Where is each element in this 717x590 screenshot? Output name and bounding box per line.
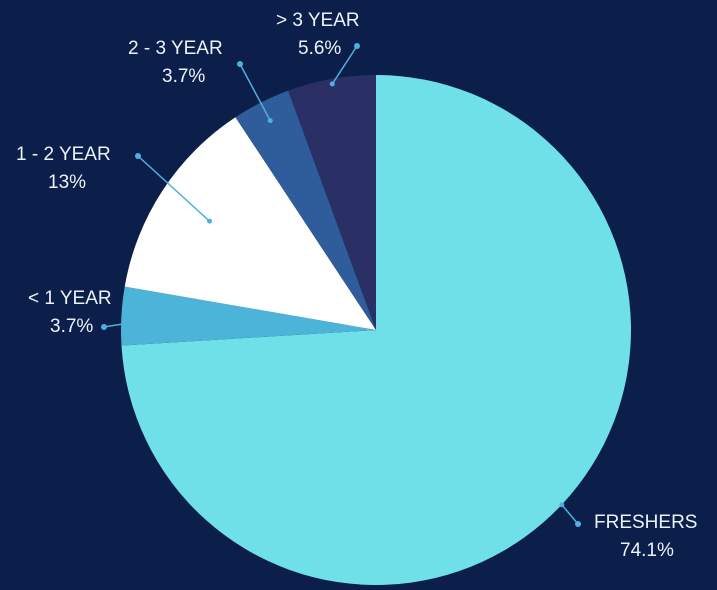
leader-lines-layer — [101, 43, 581, 527]
leader-dot — [135, 153, 141, 159]
slice-value-label: 74.1% — [620, 540, 674, 561]
labels-layer: FRESHERS 74.1% < 1 YEAR 3.7% 1 - 2 YEAR 13% 2 … — [16, 10, 697, 561]
leader-line — [561, 504, 579, 525]
pie-slice-2-3-year — [235, 90, 376, 330]
slice-label: 1 - 2 YEAR — [16, 144, 111, 165]
leader-dot — [329, 81, 335, 87]
leader-line — [137, 155, 211, 222]
slice-label: FRESHERS — [594, 512, 697, 533]
leader-line — [239, 63, 271, 121]
leader-dot — [101, 324, 107, 330]
pie-slice-3-year — [288, 75, 376, 330]
leader-line — [331, 45, 358, 85]
leader-dot — [559, 502, 565, 508]
leader-dot — [575, 521, 581, 527]
slice-value-label: 5.6% — [298, 38, 341, 59]
leader-dot — [267, 118, 273, 124]
leader-dot — [354, 43, 360, 49]
pie-slice-freshers — [121, 75, 632, 585]
slice-label: > 3 YEAR — [276, 10, 360, 31]
slice-value-label: 13% — [48, 172, 86, 193]
slice-label: < 1 YEAR — [28, 288, 112, 309]
slice-value-label: 3.7% — [50, 316, 93, 337]
leader-line — [103, 317, 160, 328]
leader-dot — [207, 218, 213, 224]
slice-label: 2 - 3 YEAR — [128, 38, 223, 59]
slice-value-label: 3.7% — [162, 66, 205, 87]
pie-slice-1-year — [121, 286, 376, 346]
leader-dot — [157, 315, 163, 321]
pie-slice-1-2-year — [124, 117, 376, 330]
leader-dot — [237, 61, 243, 67]
slices-layer — [121, 75, 632, 585]
